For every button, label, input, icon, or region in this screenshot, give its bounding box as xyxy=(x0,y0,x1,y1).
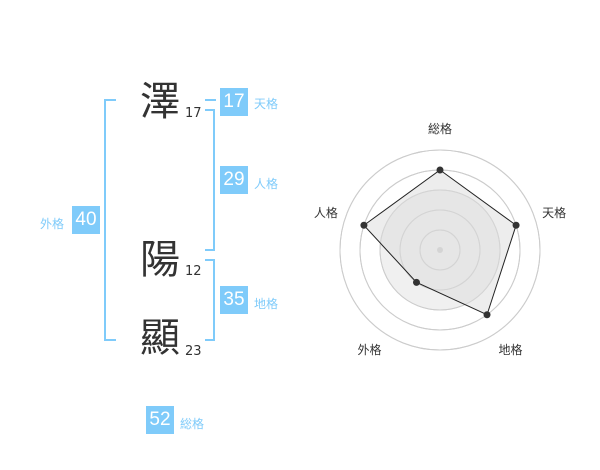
radar-axis-label: 人格 xyxy=(313,206,338,221)
radar-point-1 xyxy=(436,166,444,174)
tenkaku-bracket xyxy=(205,99,216,101)
char-1: 澤 xyxy=(140,79,180,125)
radar-point-5 xyxy=(360,221,368,229)
radar-axis-label: 天格 xyxy=(542,206,567,221)
radar-axis-label: 総格 xyxy=(427,122,452,136)
gaikaku-label: 外格 xyxy=(40,217,65,231)
jinkaku-value: 29 xyxy=(220,166,248,194)
gaikaku-bracket xyxy=(104,99,116,341)
soukaku-value: 52 xyxy=(146,406,174,434)
char-1-strokes: 17 xyxy=(185,106,202,121)
radar-area xyxy=(363,169,517,316)
radar-point-4 xyxy=(412,278,420,286)
soukaku-label: 総格 xyxy=(180,417,205,431)
gaikaku-value: 40 xyxy=(72,206,100,234)
char-3: 顯 xyxy=(140,315,180,361)
radar-point-2 xyxy=(512,221,520,229)
tenkaku-value: 17 xyxy=(220,88,248,116)
jinkaku-label: 人格 xyxy=(254,177,279,191)
chikaku-label: 地格 xyxy=(254,297,279,311)
radar-axis-label: 地格 xyxy=(498,342,523,357)
char-3-strokes: 23 xyxy=(185,344,202,359)
char-2-strokes: 12 xyxy=(185,264,202,279)
char-2: 陽 xyxy=(140,237,180,283)
radar-point-3 xyxy=(483,311,491,319)
chikaku-bracket xyxy=(205,259,215,341)
radar-ring-line xyxy=(339,149,541,351)
jinkaku-bracket xyxy=(205,109,215,251)
radar-axis-label: 外格 xyxy=(357,342,382,357)
chikaku-value: 35 xyxy=(220,286,248,314)
tenkaku-label: 天格 xyxy=(254,97,279,111)
